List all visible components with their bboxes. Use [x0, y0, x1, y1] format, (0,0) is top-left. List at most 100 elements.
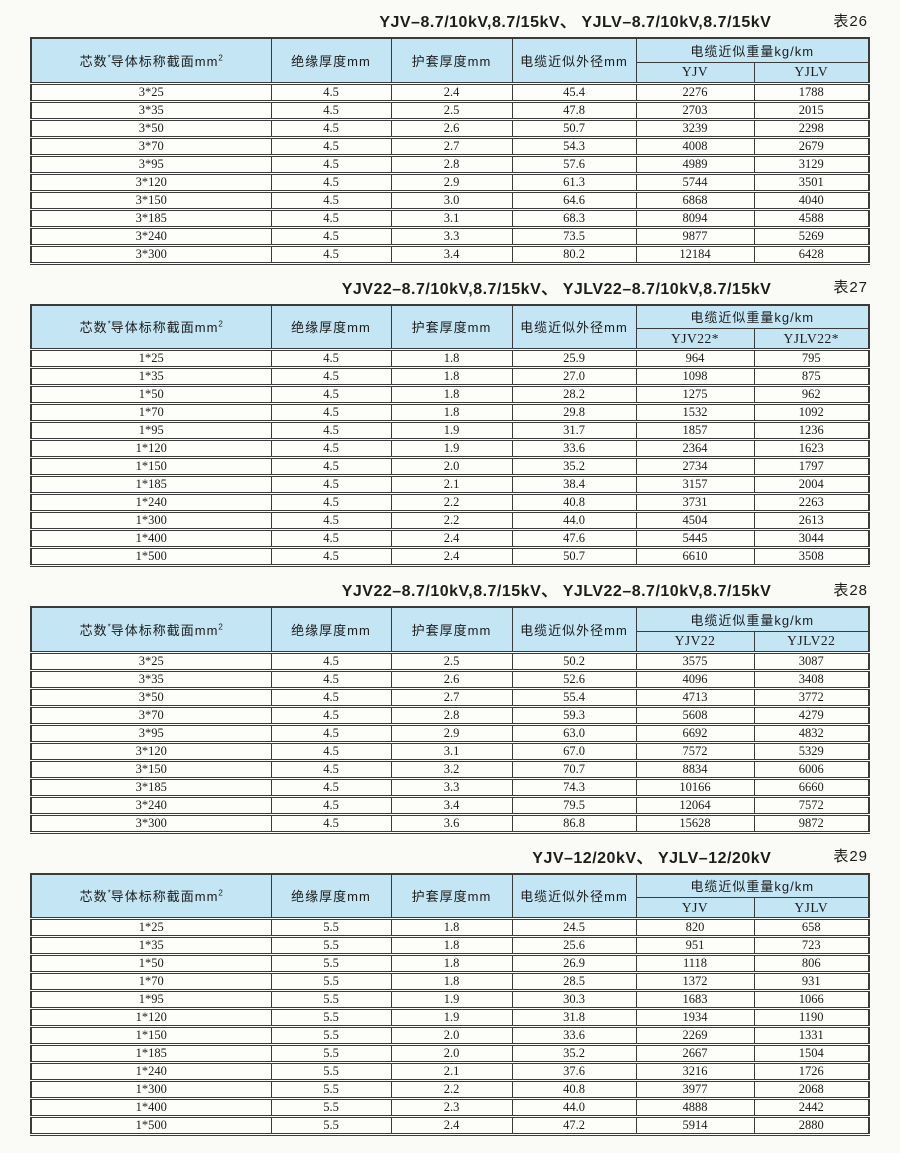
table-cell: 1*240 [30, 492, 272, 513]
subcol-header-yjv22: YJV22* [635, 328, 755, 350]
table-section-28: YJV22–8.7/10kV,8.7/15kV、 YJLV22–8.7/10kV… [0, 577, 900, 834]
table-title-row: YJV–8.7/10kV,8.7/15kV、 YJLV–8.7/10kV,8.7… [30, 8, 868, 32]
col-header-section-label: 导体标称截面mm [110, 53, 219, 69]
table-cell: 2276 [635, 81, 755, 103]
table-cell: 1726 [753, 1061, 870, 1082]
subcol-header-yjv: YJV [635, 897, 755, 919]
table-cell: 4.5 [270, 438, 392, 459]
table-cell: 4.5 [270, 776, 392, 798]
table-cell: 4.5 [270, 704, 392, 726]
table-row: 3*95 4.5 2.9 63.0 6692 4832 [30, 722, 870, 744]
col-header-cores-section: 芯数*导体标称截面mm2 [30, 873, 272, 919]
table-cell: 3*300 [30, 243, 272, 265]
table-cell: 80.2 [511, 243, 637, 265]
table-cell: 1275 [635, 384, 755, 405]
table-cell: 3772 [753, 686, 870, 708]
table-cell: 3408 [753, 668, 870, 690]
col-header-insulation-thickness: 绝缘厚度mm [270, 873, 392, 919]
table-cell: 74.3 [511, 776, 637, 798]
col-header-outer-diameter: 电缆近似外径mm [511, 873, 637, 919]
mm-squared-superscript: 2 [218, 622, 223, 632]
table-cell: 806 [753, 953, 870, 974]
table-cell: 3508 [753, 546, 870, 567]
table-cell: 4.5 [270, 456, 392, 477]
table-cell: 2.8 [390, 704, 513, 726]
table-cell: 5914 [635, 1115, 755, 1136]
table-cell: 2263 [753, 492, 870, 513]
table-cell: 44.0 [511, 1097, 637, 1118]
table-cell: 4832 [753, 722, 870, 744]
table-cell: 2679 [753, 135, 870, 157]
table-cell: 3*240 [30, 225, 272, 247]
table-cell: 1*185 [30, 1043, 272, 1064]
table-row: 1*35 5.5 1.8 25.6 951 723 [30, 935, 870, 956]
table-cell: 3*240 [30, 794, 272, 816]
table-cell: 5608 [635, 704, 755, 726]
table-cell: 24.5 [511, 917, 637, 938]
table-cell: 3.3 [390, 225, 513, 247]
table-row: 3*50 4.5 2.7 55.4 4713 3772 [30, 686, 870, 708]
table-cell: 6692 [635, 722, 755, 744]
table-cell: 4.5 [270, 402, 392, 423]
table-cell: 5.5 [270, 1097, 392, 1118]
table-cell: 27.0 [511, 366, 637, 387]
table-row: 3*185 4.5 3.1 68.3 8094 4588 [30, 207, 870, 229]
table-body: 1*25 5.5 1.8 24.5 820 658 1*35 5.5 1.8 25.6 951 723… [30, 917, 870, 1136]
table-row: 1*185 5.5 2.0 35.2 2667 1504 [30, 1043, 870, 1064]
table-cell: 35.2 [511, 1043, 637, 1064]
col-header-cores-label: 芯数 [79, 53, 108, 69]
table-cell: 29.8 [511, 402, 637, 423]
table-number-label: 表27 [833, 279, 868, 296]
header-row: 芯数*导体标称截面mm2 绝缘厚度mm 护套厚度mm 电缆近似外径mm 电缆近似… [30, 873, 870, 919]
table-cell: 1532 [635, 402, 755, 423]
table-cell: 3.6 [390, 812, 513, 834]
table-title-row: YJV22–8.7/10kV,8.7/15kV、 YJLV22–8.7/10kV… [30, 275, 868, 299]
table-cell: 2298 [753, 117, 870, 139]
table-cell: 5.5 [270, 953, 392, 974]
subcol-header-yjlv22: YJLV22 [753, 630, 870, 653]
col-header-outer-diameter: 电缆近似外径mm [511, 304, 637, 350]
table-cell: 1.8 [390, 971, 513, 992]
table-cell: 4.5 [270, 207, 392, 229]
table-row: 3*25 4.5 2.5 50.2 3575 3087 [30, 650, 870, 672]
table-cell: 3501 [753, 171, 870, 193]
table-cell: 1*50 [30, 384, 272, 405]
table-cell: 4.5 [270, 758, 392, 780]
table-cell: 5.5 [270, 1025, 392, 1046]
table-cell: 1*25 [30, 348, 272, 369]
table-cell: 3*70 [30, 135, 272, 157]
subcol-header-yjv22: YJV22 [635, 630, 755, 653]
table-cell: 2880 [753, 1115, 870, 1136]
table-cell: 1331 [753, 1025, 870, 1046]
table-cell: 1*400 [30, 1097, 272, 1118]
table-cell: 55.4 [511, 686, 637, 708]
table-cell: 4.5 [270, 99, 392, 121]
table-row: 1*185 4.5 2.1 38.4 3157 2004 [30, 474, 870, 495]
table-cell: 38.4 [511, 474, 637, 495]
table-cell: 1*300 [30, 510, 272, 531]
header-row: 芯数*导体标称截面mm2 绝缘厚度mm 护套厚度mm 电缆近似外径mm 电缆近似… [30, 304, 870, 350]
table-cell: 5329 [753, 740, 870, 762]
table-number-label: 表29 [833, 848, 868, 865]
table-row: 1*400 5.5 2.3 44.0 4888 2442 [30, 1097, 870, 1118]
table-cell: 4.5 [270, 650, 392, 672]
cores-superscript: * [107, 888, 111, 898]
table-cell: 1.8 [390, 935, 513, 956]
table-cell: 4.5 [270, 153, 392, 175]
table-cell: 3044 [753, 528, 870, 549]
table-cell: 3216 [635, 1061, 755, 1082]
table-cell: 3*150 [30, 189, 272, 211]
table-cell: 723 [753, 935, 870, 956]
table-row: 1*240 5.5 2.1 37.6 3216 1726 [30, 1061, 870, 1082]
table-cell: 4.5 [270, 420, 392, 441]
table-cell: 1*25 [30, 917, 272, 938]
table-row: 3*185 4.5 3.3 74.3 10166 6660 [30, 776, 870, 798]
table-cell: 2.5 [390, 650, 513, 672]
table-cell: 4.5 [270, 117, 392, 139]
table-cell: 2.6 [390, 668, 513, 690]
table-cell: 1.9 [390, 438, 513, 459]
table-row: 3*70 4.5 2.7 54.3 4008 2679 [30, 135, 870, 157]
table-cell: 1*50 [30, 953, 272, 974]
table-cell: 4040 [753, 189, 870, 211]
table-cell: 1*70 [30, 971, 272, 992]
